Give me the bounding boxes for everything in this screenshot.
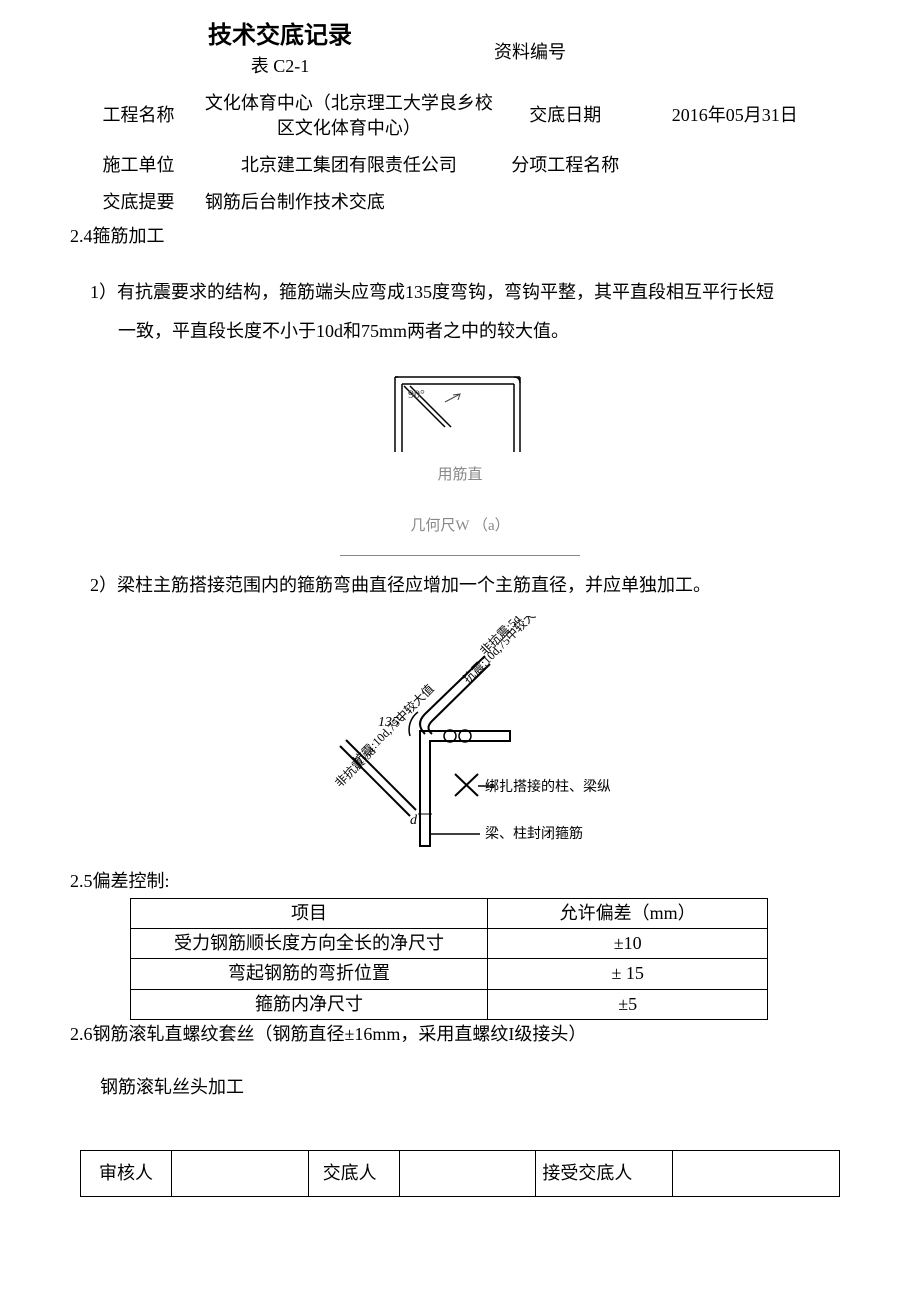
section-2-4-title: 2.4箍筋加工 bbox=[70, 224, 840, 249]
subproject-value bbox=[630, 147, 840, 184]
tol-r3c1: 箍筋内净尺寸 bbox=[131, 989, 488, 1019]
tol-r1c2: ±10 bbox=[487, 929, 767, 959]
tol-r1c1: 受力钢筋顺长度方向全长的净尺寸 bbox=[131, 929, 488, 959]
tol-r3c2: ±5 bbox=[487, 989, 767, 1019]
tol-r2c2: ± 15 bbox=[487, 959, 767, 989]
signature-table: 审核人 交底人 接受交底人 bbox=[80, 1150, 840, 1197]
unit-value: 北京建工集团有限责任公司 bbox=[197, 147, 501, 184]
sig-reviewer-value bbox=[172, 1151, 309, 1197]
fig2-t5: 绑扎搭接的柱、梁纵筋 bbox=[485, 778, 610, 795]
project-name-value: 文化体育中心（北京理工大学良乡校区文化体育中心） bbox=[197, 85, 501, 147]
section-2-4-p1a: 1）有抗震要求的结构，箍筋端头应弯成135度弯钩，弯钩平整，其平直段相互平行长短 bbox=[90, 273, 840, 313]
sig-discloser-value bbox=[399, 1151, 536, 1197]
tol-h1: 项目 bbox=[131, 899, 488, 929]
figure-1: 90° 用筋直 几何尺W （a） bbox=[80, 372, 840, 556]
section-2-6-sub: 钢筋滚轧丝头加工 bbox=[100, 1075, 840, 1100]
figure-2: 135° 非抗震:5d 抗震:10d,75中较大值 抗震:10d,75中较大值 … bbox=[80, 616, 840, 863]
date-label: 交底日期 bbox=[501, 85, 630, 147]
project-name-label: 工程名称 bbox=[80, 85, 197, 147]
section-2-6-title: 2.6钢筋滚轧直螺纹套丝（钢筋直径±16mm，采用直螺纹I级接头） bbox=[70, 1022, 840, 1047]
sig-discloser-label: 交底人 bbox=[308, 1151, 399, 1197]
fig1-angle-text: 90° bbox=[408, 387, 425, 401]
meta-table: 工程名称 文化体育中心（北京理工大学良乡校区文化体育中心） 交底日期 2016年… bbox=[80, 85, 840, 222]
fig1-caption-2: 几何尺W （a） bbox=[80, 516, 840, 537]
doc-no-label: 资料编号 bbox=[440, 40, 620, 65]
date-value: 2016年05月31日 bbox=[630, 85, 840, 147]
figure-divider bbox=[340, 555, 580, 556]
sig-receiver-label: 接受交底人 bbox=[536, 1151, 673, 1197]
summary-value: 钢筋后台制作技术交底 bbox=[197, 184, 501, 221]
tol-h2: 允许偏差（mm） bbox=[487, 899, 767, 929]
summary-label: 交底提要 bbox=[80, 184, 197, 221]
tolerance-table: 项目 允许偏差（mm） 受力钢筋顺长度方向全长的净尺寸 ±10 弯起钢筋的弯折位… bbox=[130, 898, 768, 1020]
section-2-4-p1b: 一致，平直段长度不小于10d和75mm两者之中的较大值。 bbox=[118, 312, 840, 352]
stirrup-hook-icon: 90° bbox=[390, 372, 530, 452]
sig-reviewer-label: 审核人 bbox=[81, 1151, 172, 1197]
unit-label: 施工单位 bbox=[80, 147, 197, 184]
section-2-5-title: 2.5偏差控制: bbox=[70, 869, 840, 894]
fig1-caption-1: 用筋直 bbox=[80, 465, 840, 486]
fig2-d: d bbox=[410, 813, 418, 828]
section-2-4-p2: 2）梁柱主筋搭接范围内的箍筋弯曲直径应增加一个主筋直径，并应单独加工。 bbox=[90, 566, 840, 606]
subproject-label: 分项工程名称 bbox=[501, 147, 630, 184]
doc-subtitle: 表 C2-1 bbox=[120, 54, 440, 79]
sig-receiver-value bbox=[672, 1151, 839, 1197]
fig2-t6: 梁、柱封闭箍筋 bbox=[485, 825, 583, 842]
doc-title: 技术交底记录 bbox=[120, 20, 440, 54]
stirrup-detail-icon: 135° 非抗震:5d 抗震:10d,75中较大值 抗震:10d,75中较大值 … bbox=[310, 616, 610, 856]
tol-r2c1: 弯起钢筋的弯折位置 bbox=[131, 959, 488, 989]
